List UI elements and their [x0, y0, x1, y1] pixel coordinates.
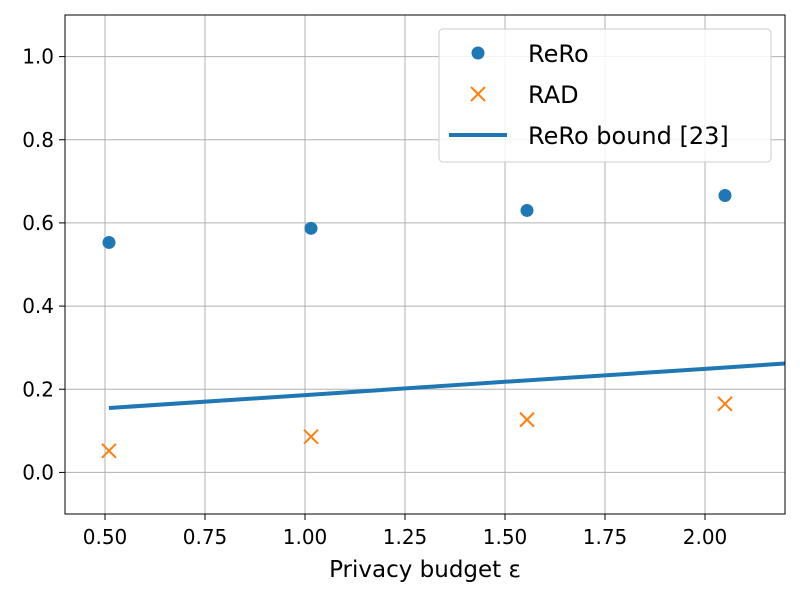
legend-box: [438, 28, 772, 163]
legend-entry-label: ReRo: [528, 40, 589, 68]
x-tick-label: 1.00: [283, 525, 328, 549]
x-tick-label: 0.50: [83, 525, 128, 549]
legend-x-swatch: [470, 86, 486, 102]
x-tick-label: 0.75: [183, 525, 228, 549]
point-rero: [304, 221, 318, 235]
point-rero: [718, 188, 732, 202]
x-tick-label: 1.75: [583, 525, 628, 549]
series-line-rero-bound: [108, 361, 785, 410]
legend-circle-swatch: [471, 46, 485, 60]
point-rad: [303, 428, 319, 445]
y-tick-label: 0.2: [22, 377, 54, 401]
point-rad: [717, 396, 733, 412]
y-tick-label: 0.6: [22, 211, 54, 235]
y-tick-label: 0.0: [22, 460, 54, 484]
legend: ReRo RAD ReRo bound [23]: [438, 28, 772, 163]
x-tick-label: 2.00: [683, 525, 728, 549]
series-layer: [101, 188, 785, 459]
point-rero: [102, 235, 116, 249]
x-tick-label: 1.50: [483, 525, 528, 549]
point-rad: [101, 443, 117, 459]
ticks: 0.50 0.75 1.00 1.25 1.50 1.75 2.00 0.0 0.2 0.4 0.6…: [22, 45, 727, 549]
x-axis-label: Privacy budget ε: [329, 557, 521, 583]
plot-frame: [64, 14, 786, 515]
y-tick-label: 0.8: [22, 128, 54, 152]
y-tick-label: 0.4: [22, 294, 54, 318]
x-tick-label: 1.25: [383, 525, 428, 549]
legend-entry-label: RAD: [528, 81, 579, 109]
point-rad: [519, 411, 535, 428]
legend-entry-label: ReRo bound [23]: [528, 122, 729, 150]
y-tick-label: 1.0: [22, 45, 54, 69]
point-rero: [520, 203, 534, 217]
